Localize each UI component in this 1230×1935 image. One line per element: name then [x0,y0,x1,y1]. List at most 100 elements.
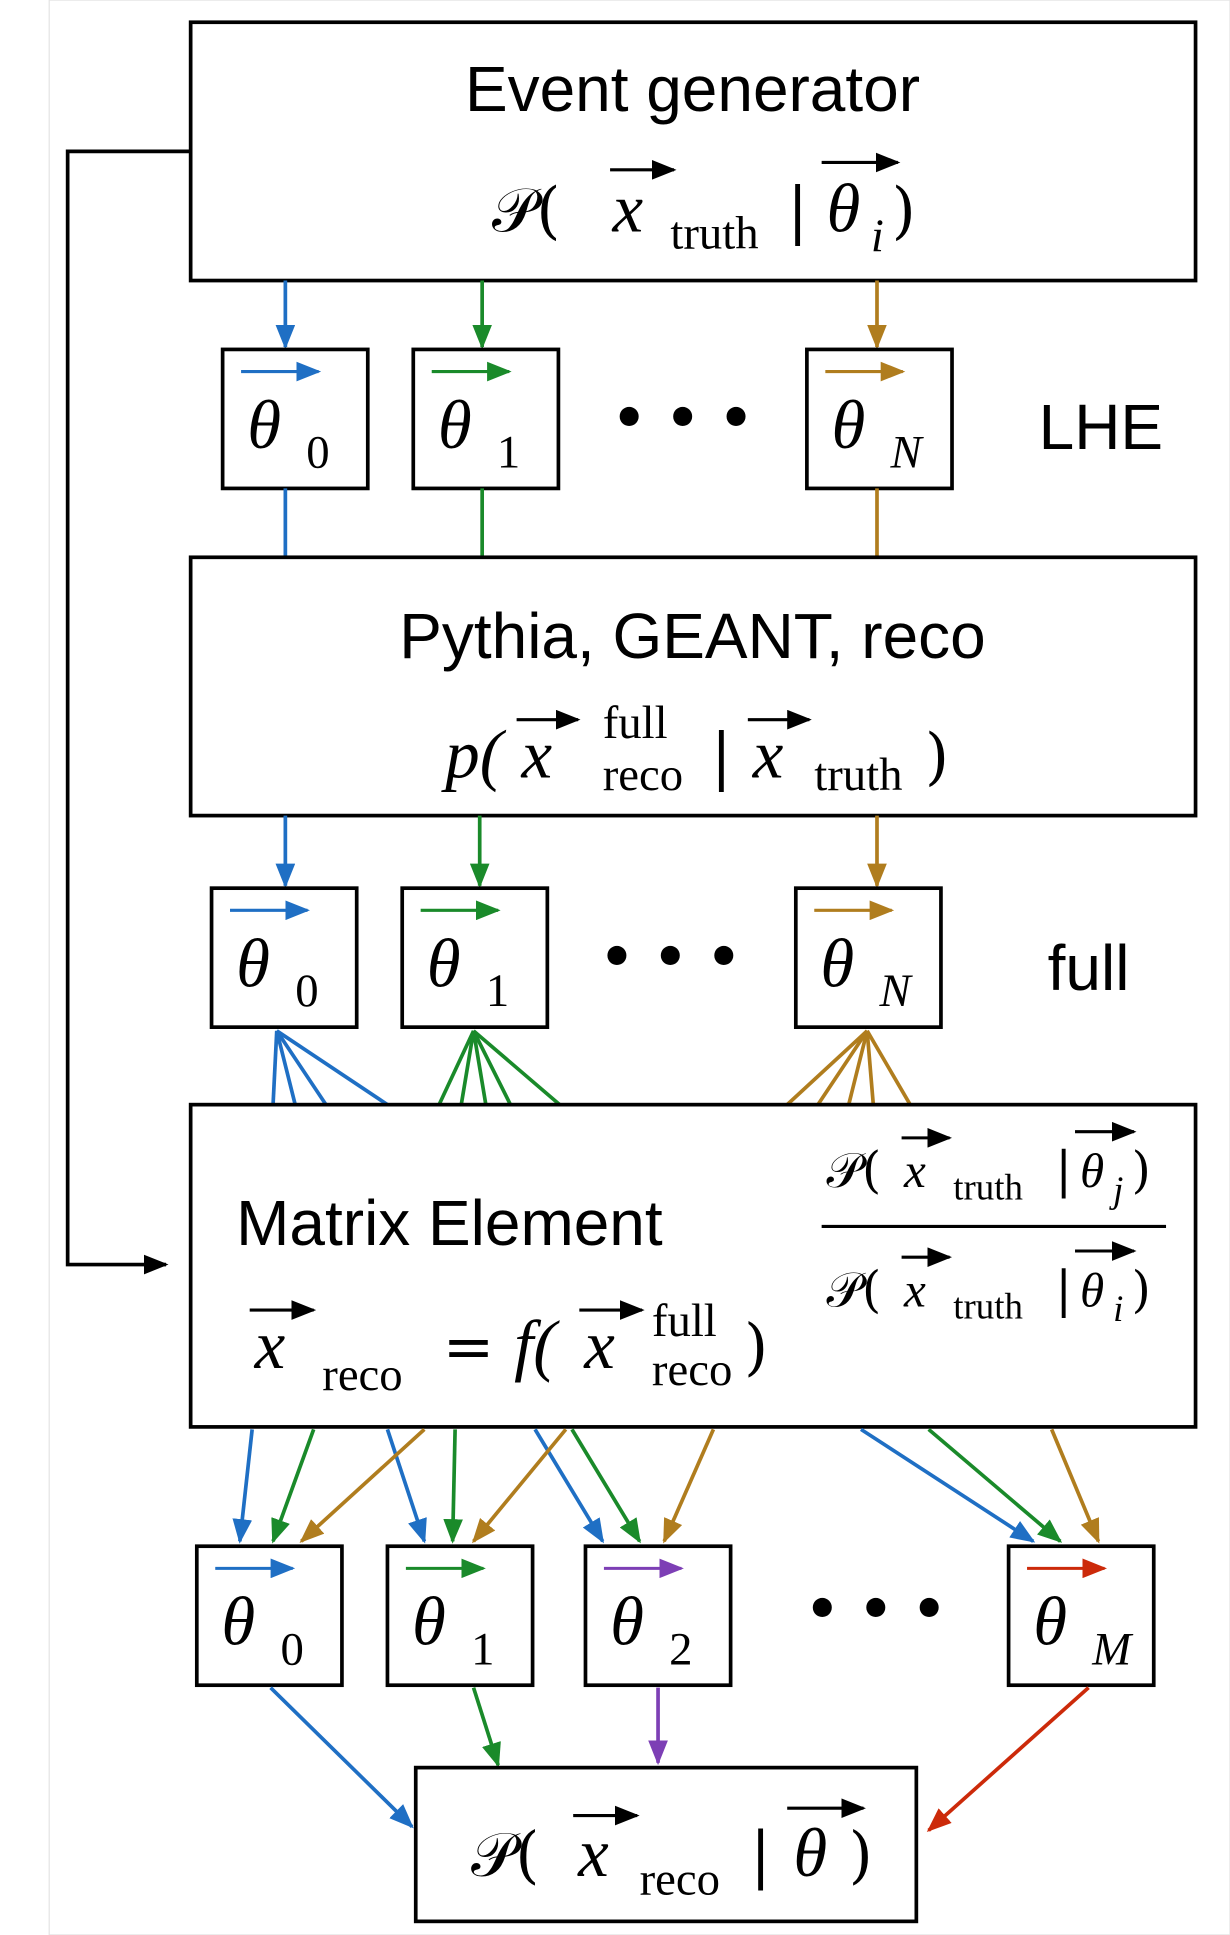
label: | [787,174,808,246]
label: Matrix Element [236,1187,663,1259]
label: | [711,720,732,792]
label: θ [427,926,461,1002]
label: full [1048,932,1130,1004]
label: 𝒫( [827,1260,882,1318]
connector [275,1029,389,1107]
arrow [232,1429,254,1544]
label: 2 [669,1623,692,1675]
label: 0 [280,1623,303,1675]
label: truth [953,1286,1023,1327]
label: θ [793,1815,827,1891]
label: Pythia, GEANT, reco [399,600,985,672]
label: full [603,697,668,749]
feedback-line [65,149,191,1275]
label: θ [412,1584,446,1660]
label: 1 [486,965,509,1017]
label: x [521,716,553,792]
label: x [752,716,784,792]
label: ) [1132,1141,1151,1199]
label: θ [1033,1584,1067,1660]
arrow [859,1427,1036,1543]
likelihood-box [413,1765,919,1924]
label: N [890,427,925,479]
arrow [927,1427,1063,1543]
label: x [583,1307,615,1383]
label: truth [953,1166,1023,1207]
label: ) [849,1819,873,1891]
arrow [385,1428,427,1544]
label: reco [652,1344,732,1396]
label: θ [247,387,281,463]
label: N [878,965,913,1017]
label: truth [814,749,902,801]
arrow [443,1429,463,1544]
label: θ [1080,1143,1104,1198]
label: full [652,1295,717,1347]
label: | [1055,1141,1072,1199]
label: truth [670,208,758,260]
arrow [269,1686,414,1829]
arrow [471,1687,501,1768]
label: θ [221,1584,255,1660]
label: θ [236,926,270,1002]
label: | [750,1819,771,1891]
label: reco [603,749,683,801]
connector [471,1030,513,1106]
arrow [570,1428,642,1544]
connector [271,1030,279,1105]
arrow [271,1428,316,1544]
label: reco [322,1349,402,1401]
connector [785,1029,869,1107]
label: ) [744,1311,768,1383]
label: • • • [600,925,741,988]
label: ) [1132,1260,1151,1318]
label: 0 [295,965,318,1017]
connector [846,1030,869,1106]
label: θ [610,1584,644,1660]
label: θ [1080,1262,1104,1317]
connector [274,1030,297,1106]
label: 1 [497,427,520,479]
label: i [871,210,884,262]
label: 0 [306,427,329,479]
label: 𝒫( [471,1819,539,1891]
label: x [254,1307,286,1383]
label: i [1113,1288,1123,1329]
label: x [612,170,644,246]
label: f( [514,1307,560,1383]
arrow [533,1428,605,1544]
connector [816,1029,869,1106]
connector [275,1029,328,1106]
label: x [903,1262,926,1317]
label: | [1055,1260,1072,1318]
connector [437,1030,476,1106]
arrow [662,1428,716,1544]
connector [459,1030,476,1105]
connector [865,1029,912,1106]
label: θ [820,926,854,1002]
label: θ [831,387,865,463]
label: • • • [612,387,753,450]
label: = [443,1311,495,1383]
label: 1 [471,1623,494,1675]
label: • • • [805,1577,946,1640]
matrix-element-box [188,1102,1198,1429]
simulation-box [188,555,1198,818]
event-generator-box [188,20,1198,283]
label: p( [440,716,506,792]
connector [471,1030,488,1105]
label: x [903,1143,926,1198]
connector [472,1029,561,1107]
label: Event generator [465,53,920,125]
label: θ [438,387,472,463]
arrow [1049,1428,1101,1544]
label: M [1091,1623,1134,1675]
arrow [926,1686,1090,1832]
label: 𝒫( [827,1141,882,1199]
connector [865,1030,876,1105]
label: x [577,1815,609,1891]
label: reco [640,1853,720,1905]
label: LHE [1039,391,1163,463]
label: j [1109,1169,1123,1210]
